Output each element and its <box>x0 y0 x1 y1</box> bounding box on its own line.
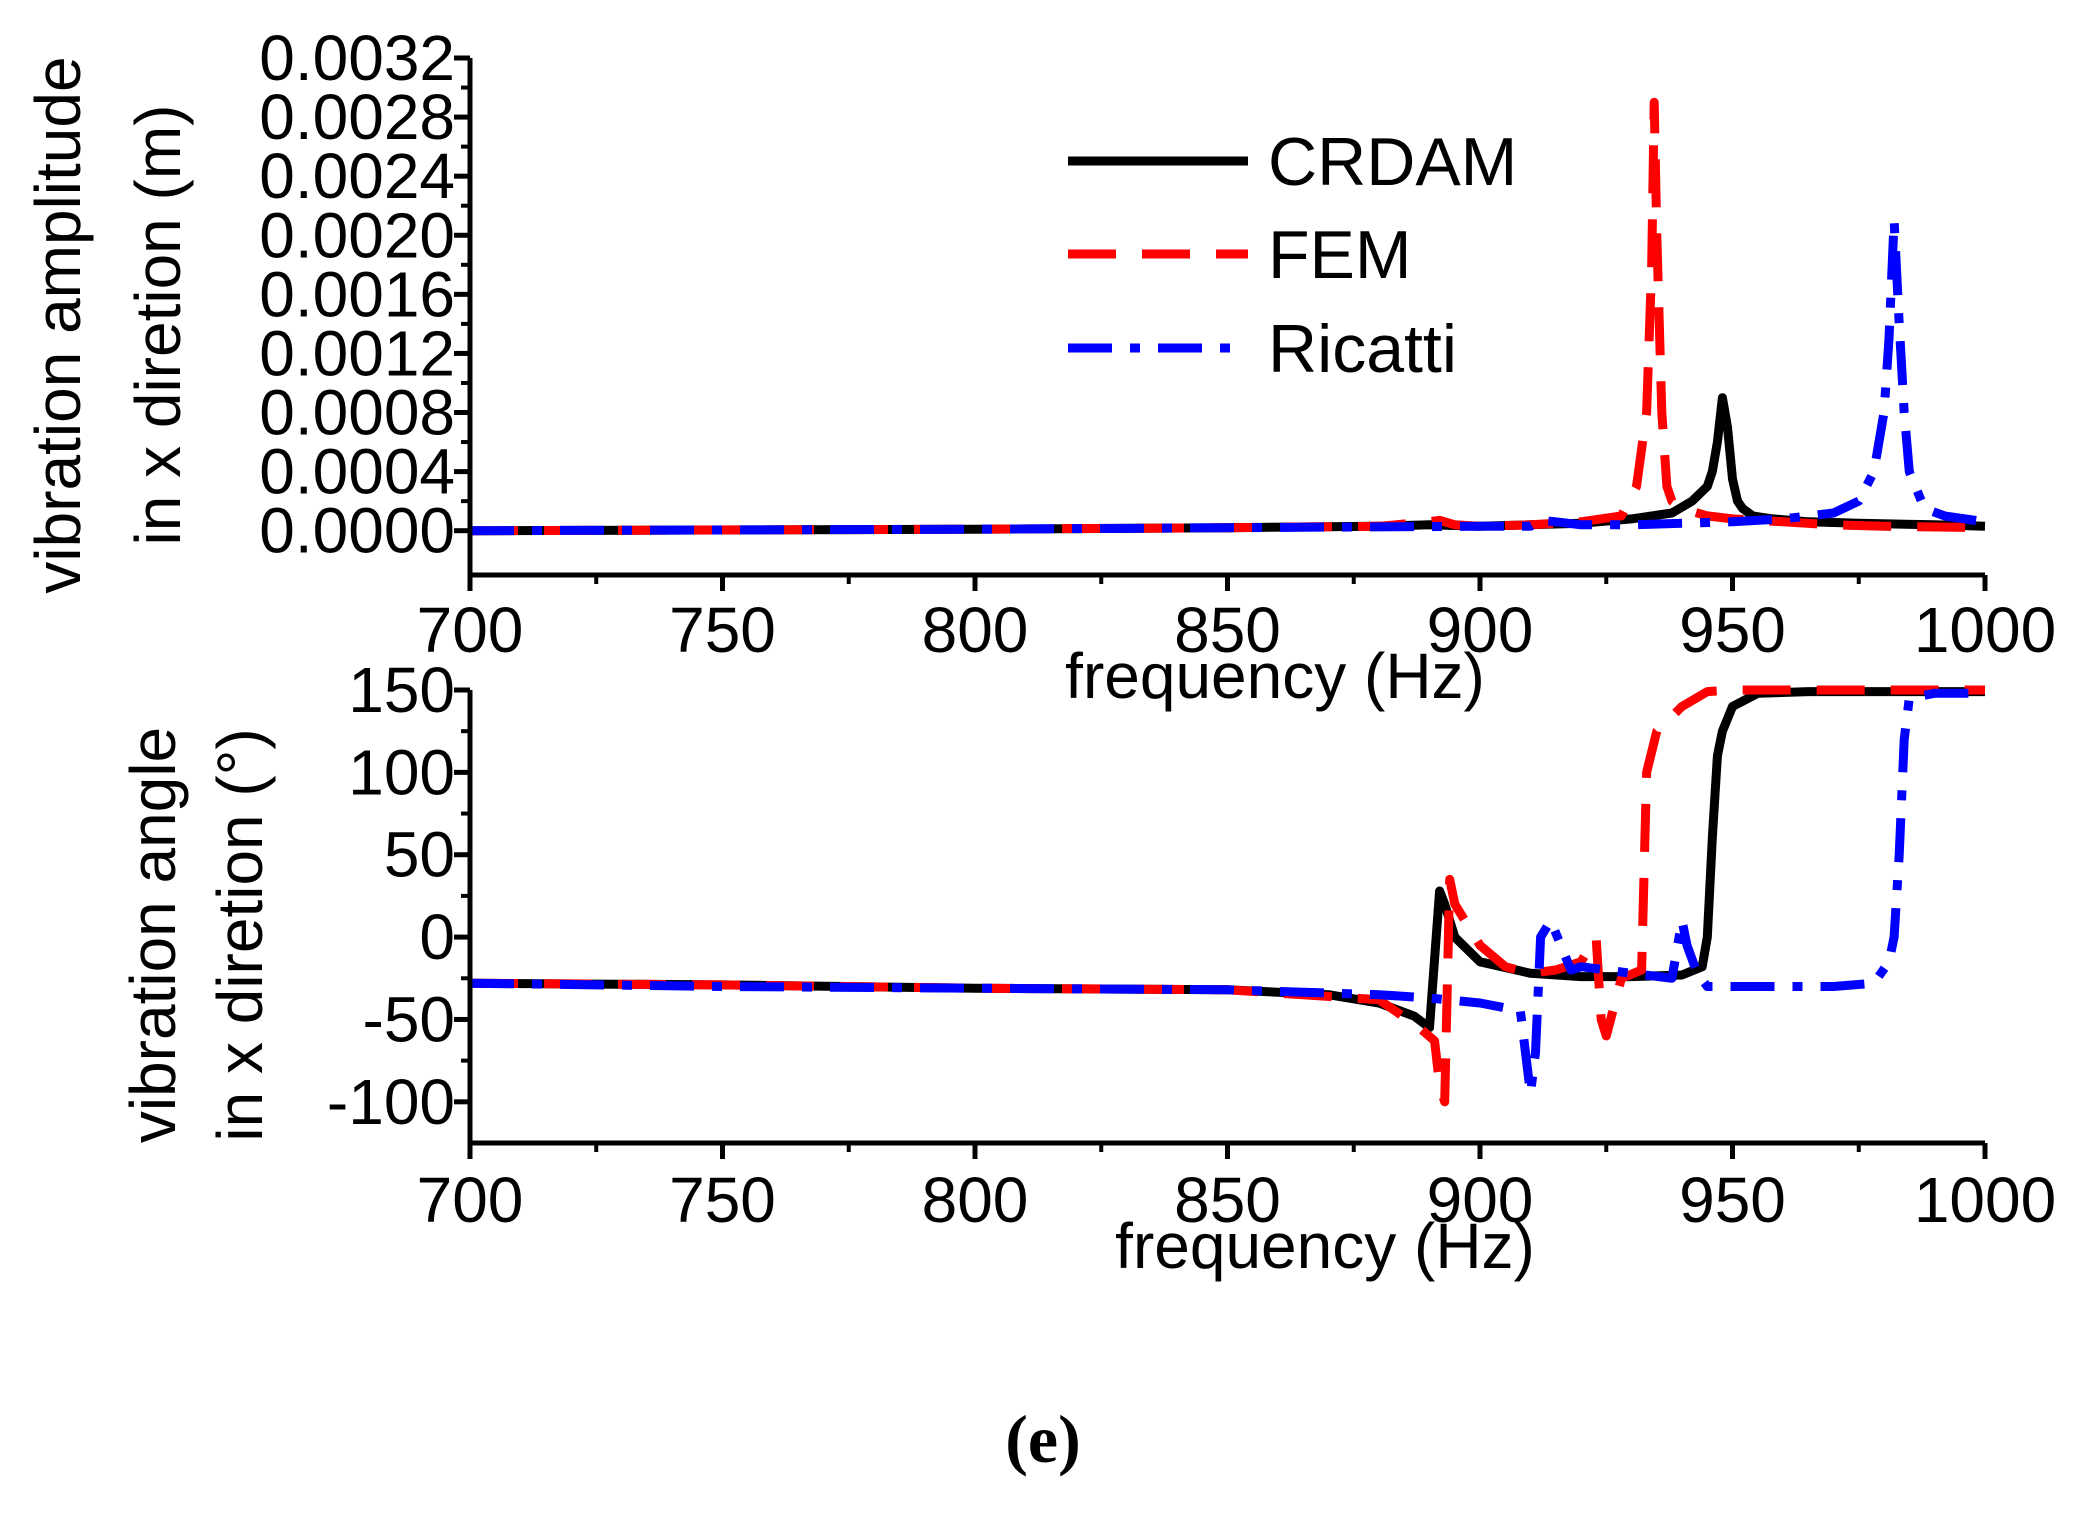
y-tick-label: 150 <box>348 654 455 726</box>
y-tick-label: 0.0016 <box>259 258 455 330</box>
y-tick-label: 0.0020 <box>259 199 455 271</box>
y-tick-label: 0.0000 <box>259 495 455 567</box>
y-tick-label: -100 <box>327 1066 455 1138</box>
legend-label-fem: FEM <box>1268 217 1412 293</box>
x-tick-label: 850 <box>1174 1164 1281 1236</box>
x-tick-label: 800 <box>922 1164 1029 1236</box>
x-tick-label: 800 <box>922 594 1029 666</box>
x-tick-label: 900 <box>1427 1164 1534 1236</box>
series-line-ricatti <box>469 688 1985 1099</box>
y-tick-label: 100 <box>348 736 455 808</box>
angle-panel: 700 750 800 850 900 950 1000 -100 -50 0 50 100 150 fr… <box>117 654 2056 1282</box>
series-line-crdam <box>469 393 1986 536</box>
series-line-fem <box>469 685 1985 1107</box>
y-axis-title-line: vibration angle <box>117 727 189 1143</box>
y-axis-title-line: in x diretion (m) <box>122 105 194 546</box>
angle-axes: 700 750 800 850 900 950 1000 -100 -50 0 50 100 150 fr… <box>117 654 2056 1282</box>
x-tick-label: 700 <box>417 1164 524 1236</box>
y-tick-label: 50 <box>384 819 455 891</box>
y-tick-label: 0.0024 <box>259 140 455 212</box>
y-tick-label: 0 <box>419 901 455 973</box>
y-tick-label: 0.0028 <box>259 81 455 153</box>
amplitude-panel: 700 750 800 850 900 950 1000 0.00000.00040.0008… <box>22 22 2056 712</box>
y-tick-label: -50 <box>363 983 456 1055</box>
y-axis-title-line: in x diretion (°) <box>204 728 276 1141</box>
x-tick-label: 950 <box>1679 594 1786 666</box>
legend: CRDAM FEM Ricatti <box>1068 124 1517 387</box>
legend-label-ricatti: Ricatti <box>1268 311 1457 387</box>
series-line-fem <box>469 97 1986 536</box>
x-tick-label: 850 <box>1174 594 1281 666</box>
amplitude-series-layer <box>469 97 1986 536</box>
amplitude-axes: 700 750 800 850 900 950 1000 0.00000.00040.0008… <box>22 22 2056 712</box>
y-axis-title-line: vibration amplitude <box>22 56 94 593</box>
x-tick-label: 950 <box>1679 1164 1786 1236</box>
x-tick-label: 900 <box>1427 594 1534 666</box>
x-tick-label: 1000 <box>1914 1164 2056 1236</box>
x-tick-label: 750 <box>669 594 776 666</box>
x-tick-label: 1000 <box>1914 594 2056 666</box>
y-tick-label: 0.0032 <box>259 22 455 94</box>
series-line-crdam <box>469 687 1985 1033</box>
figure-caption: (e) <box>1005 1401 1080 1477</box>
y-tick-label: 0.0012 <box>259 317 455 389</box>
x-axis-title: frequency (Hz) <box>1065 640 1485 712</box>
series-line-ricatti <box>469 216 1986 536</box>
y-tick-label: 0.0004 <box>259 436 455 508</box>
angle-series-layer <box>469 685 1985 1107</box>
y-tick-label: 0.0008 <box>259 377 455 449</box>
x-tick-label: 700 <box>417 594 524 666</box>
legend-label-crdam: CRDAM <box>1268 124 1517 200</box>
x-tick-label: 750 <box>669 1164 776 1236</box>
x-axis-title: frequency (Hz) <box>1115 1210 1535 1282</box>
